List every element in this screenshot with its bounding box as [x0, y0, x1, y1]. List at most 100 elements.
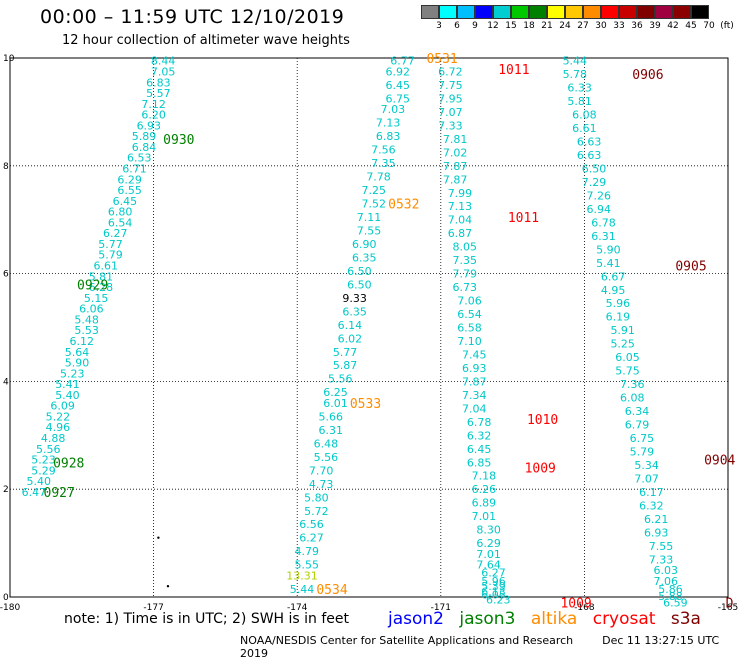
wave-height-value: 5.87: [333, 359, 358, 372]
wave-height-value: 4.79: [295, 545, 320, 558]
color-scale-label: 33: [613, 21, 625, 31]
wave-height-value: 5.86: [658, 583, 683, 596]
pass-time-label: 0927: [44, 486, 75, 501]
pass-time-label: 0904: [704, 454, 735, 469]
wave-height-value: 6.87: [448, 227, 473, 240]
y-tick-label: 8: [3, 162, 9, 172]
color-scale-swatch: [511, 5, 529, 19]
wave-height-value: 6.54: [457, 308, 482, 321]
wave-height-value: 6.35: [342, 305, 367, 318]
legend-jason2: jason2: [388, 609, 444, 629]
wave-height-value: 6.55: [117, 184, 142, 197]
color-scale-label: 6: [454, 21, 460, 31]
wave-height-value: 7.18: [472, 470, 497, 483]
legend-jason3: jason3: [459, 609, 516, 629]
wave-height-value: 6.23: [486, 594, 511, 607]
wave-height-value: 6.21: [644, 513, 669, 526]
wave-height-value: 7.35: [371, 157, 396, 170]
wave-height-value: 7.29: [582, 176, 607, 189]
pass-time-label: D: [726, 596, 734, 611]
wave-height-value: 6.32: [639, 499, 664, 512]
wave-height-value: 5.23: [31, 454, 56, 467]
wave-height-value: 7.87: [443, 160, 468, 173]
wave-height-value: 7.78: [366, 171, 391, 184]
pass-time-label: 0929: [77, 278, 108, 293]
wave-height-value: 6.45: [385, 79, 410, 92]
units-note: note: 1) Time is in UTC; 2) SWH is in fe…: [64, 611, 350, 627]
wave-height-value: 6.73: [452, 281, 477, 294]
wave-height-value: 6.27: [103, 227, 128, 240]
wave-height-value: 7.87: [462, 375, 487, 388]
wave-height-value: 7.79: [452, 268, 477, 281]
wave-height-value: 6.61: [572, 122, 597, 135]
color-scale-label: 30: [595, 21, 607, 31]
wave-height-value: 5.44: [563, 55, 588, 68]
wave-height-value: 7.10: [457, 335, 482, 348]
wave-height-value: 6.67: [601, 270, 626, 283]
wave-height-value: 6.14: [338, 319, 363, 332]
x-tick-label: -177: [143, 603, 163, 613]
pass-time-label: 1009: [525, 462, 556, 477]
wave-height-value: 6.29: [117, 173, 142, 186]
color-scale-label: (ft): [720, 21, 734, 31]
wave-height-value: 5.25: [610, 338, 635, 351]
wave-height-value: 7.95: [438, 92, 463, 105]
color-scale-swatch: [421, 5, 439, 19]
wave-height-value: 5.55: [295, 559, 320, 572]
wave-height-value: 5.44: [290, 583, 315, 596]
wave-height-value: 5.96: [606, 297, 631, 310]
pass-time-label: 0533: [350, 397, 381, 412]
wave-height-value: 7.81: [443, 133, 468, 146]
wave-height-value: 7.55: [357, 224, 382, 237]
y-tick-label: 4: [3, 377, 9, 387]
wave-height-value: 7.13: [448, 200, 473, 213]
wave-height-value: 6.27: [299, 532, 324, 545]
wave-height-value: 6.80: [108, 206, 133, 219]
wave-height-value: 7.12: [141, 98, 166, 111]
wave-height-value: 5.88: [658, 590, 683, 603]
color-scale-swatch: [637, 5, 655, 19]
wave-height-value: 6.09: [50, 400, 75, 413]
wave-height-value: 5.96: [481, 575, 506, 588]
wave-height-value: 5.81: [567, 95, 592, 108]
pass-time-label: 0532: [388, 198, 419, 213]
wave-height-value: 6.53: [127, 152, 152, 165]
wave-height-value: 5.23: [60, 367, 85, 380]
wave-height-value: 6.90: [352, 238, 377, 251]
wave-height-value: 6.75: [385, 92, 410, 105]
pass-time-label: 0928: [53, 456, 84, 471]
wave-height-value: 6.63: [577, 149, 602, 162]
wave-height-value: 6.08: [572, 109, 597, 122]
wave-height-value: 6.93: [137, 119, 162, 132]
wave-height-value: 7.33: [649, 553, 674, 566]
wave-height-value: 6.89: [472, 497, 497, 510]
wave-height-value: 5.79: [98, 249, 123, 262]
wave-height-value: 6.84: [132, 141, 157, 154]
wave-height-value: 6.75: [630, 432, 655, 445]
pass-time-label: 0534: [316, 583, 347, 598]
wave-height-value: 6.48: [314, 437, 339, 450]
wave-height-value: 5.39: [481, 580, 506, 593]
wave-height-value: 5.75: [615, 365, 640, 378]
wave-height-value: 7.36: [620, 378, 645, 391]
x-tick-label: -180: [0, 603, 20, 613]
color-scale-swatch: [475, 5, 493, 19]
color-scale-swatch: [583, 5, 601, 19]
color-scale-swatch: [493, 5, 511, 19]
wave-height-value: 5.90: [65, 357, 90, 370]
color-scale-label: 24: [559, 21, 571, 31]
color-scale-label: 70: [703, 21, 715, 31]
wave-height-value: 7.11: [357, 211, 382, 224]
map-frame: [9, 57, 729, 598]
pass-time-label: 1011: [508, 211, 539, 226]
wave-height-value: 7.55: [649, 540, 674, 553]
wave-height-value: 7.04: [448, 214, 473, 227]
color-scale-label: 12: [487, 21, 499, 31]
wave-height-value: 5.57: [146, 87, 171, 100]
wave-height-value: 6.50: [582, 162, 607, 175]
color-scale-swatch: [601, 5, 619, 19]
wave-height-value: 6.26: [472, 483, 497, 496]
data-dot: [157, 536, 160, 539]
wave-height-value: 7.25: [362, 184, 387, 197]
